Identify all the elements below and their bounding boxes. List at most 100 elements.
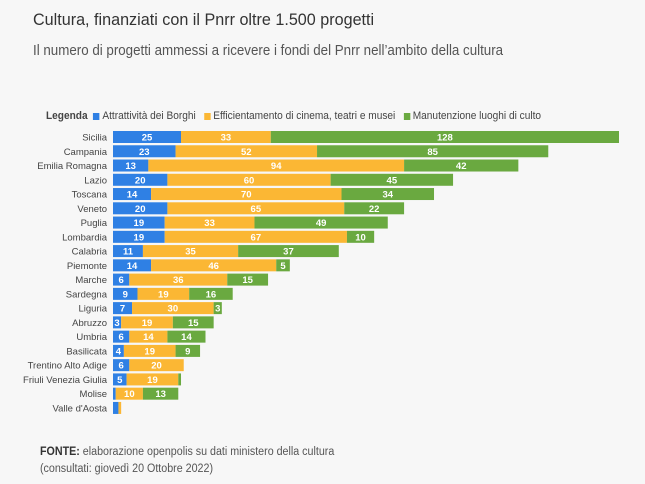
bar-emilia-romagna-series-1[interactable] xyxy=(148,159,405,172)
bar-liguria-series-2[interactable] xyxy=(213,302,222,315)
bar-marche-series-0[interactable] xyxy=(113,273,130,286)
bar-emilia-romagna-series-2[interactable] xyxy=(404,159,519,172)
data-label-toscana-series-2: 34 xyxy=(382,190,393,201)
data-label-toscana-series-1: 70 xyxy=(241,190,252,201)
bar-piemonte-series-1[interactable] xyxy=(151,259,277,272)
data-label-abruzzo-series-2: 15 xyxy=(188,318,199,329)
category-label-calabria: Calabria xyxy=(72,247,108,258)
bar-sardegna-series-2[interactable] xyxy=(189,287,233,300)
bar-basilicata-series-1[interactable] xyxy=(123,344,176,357)
category-label-toscana: Toscana xyxy=(72,190,108,201)
data-label-sardegna-series-1: 19 xyxy=(158,289,169,300)
bar-friuli-venezia-giulia-series-2[interactable] xyxy=(178,373,182,386)
bar-friuli-venezia-giulia-series-0[interactable] xyxy=(113,373,127,386)
data-label-abruzzo-series-0: 3 xyxy=(114,318,119,329)
bar-lazio-series-0[interactable] xyxy=(113,173,168,186)
data-label-piemonte-series-1: 46 xyxy=(208,261,219,272)
category-label-abruzzo: Abruzzo xyxy=(72,318,107,329)
data-label-liguria-series-1: 30 xyxy=(168,304,179,315)
legend: Legenda Attrattività dei Borghi Efficien… xyxy=(46,110,549,122)
legend-swatch-borghi xyxy=(93,112,100,120)
data-label-trentino-alto-adige-series-1: 20 xyxy=(151,361,162,372)
bar-abruzzo-series-2[interactable] xyxy=(172,316,214,329)
bar-sardegna-series-1[interactable] xyxy=(137,287,190,300)
category-label-umbria: Umbria xyxy=(76,332,107,343)
bar-calabria-series-2[interactable] xyxy=(238,245,339,258)
bar-liguria-series-0[interactable] xyxy=(113,302,133,315)
bar-sardegna-series-0[interactable] xyxy=(113,287,138,300)
category-label-trentino-alto-adige: Trentino Alto Adige xyxy=(28,361,107,372)
bar-lombardia-series-0[interactable] xyxy=(113,230,165,243)
data-label-friuli-venezia-giulia-series-1: 19 xyxy=(147,375,158,386)
bar-toscana-series-0[interactable] xyxy=(113,188,152,201)
bar-campania-series-0[interactable] xyxy=(113,145,176,158)
data-label-trentino-alto-adige-series-0: 6 xyxy=(119,361,124,372)
bar-piemonte-series-0[interactable] xyxy=(113,259,152,272)
data-label-lazio-series-2: 45 xyxy=(387,175,398,186)
data-label-piemonte-series-2: 5 xyxy=(280,261,286,272)
bar-lombardia-series-1[interactable] xyxy=(164,230,347,243)
category-label-puglia: Puglia xyxy=(81,218,108,229)
bar-sicilia-series-1[interactable] xyxy=(181,131,271,143)
bar-toscana-series-1[interactable] xyxy=(151,188,342,201)
bar-umbria-series-2[interactable] xyxy=(167,330,206,343)
legend-swatch-manutenzione xyxy=(403,112,410,120)
bar-umbria-series-0[interactable] xyxy=(113,330,130,343)
bar-campania-series-1[interactable] xyxy=(175,145,318,158)
data-label-abruzzo-series-1: 19 xyxy=(142,318,153,329)
bar-basilicata-series-2[interactable] xyxy=(175,344,201,357)
bar-umbria-series-1[interactable] xyxy=(129,330,168,343)
bar-friuli-venezia-giulia-series-1[interactable] xyxy=(126,373,179,386)
data-label-liguria-series-2: 3 xyxy=(215,304,220,315)
data-label-lombardia-series-0: 19 xyxy=(134,232,145,243)
bar-abruzzo-series-1[interactable] xyxy=(121,316,173,329)
bar-molise-series-2[interactable] xyxy=(142,387,179,400)
bar-basilicata-series-0[interactable] xyxy=(113,344,124,357)
bar-trentino-alto-adige-series-1[interactable] xyxy=(129,359,184,372)
bar-lazio-series-2[interactable] xyxy=(330,173,454,186)
bar-marche-series-2[interactable] xyxy=(227,273,269,286)
bar-piemonte-series-2[interactable] xyxy=(276,259,290,272)
bar-marche-series-1[interactable] xyxy=(129,273,228,286)
bar-lazio-series-1[interactable] xyxy=(167,173,331,186)
bar-veneto-series-2[interactable] xyxy=(344,202,405,215)
bar-puglia-series-1[interactable] xyxy=(164,216,255,229)
bar-veneto-series-1[interactable] xyxy=(167,202,345,215)
bar-trentino-alto-adige-series-0[interactable] xyxy=(113,359,130,372)
bar-molise-series-1[interactable] xyxy=(115,387,143,400)
bar-toscana-series-2[interactable] xyxy=(341,188,435,201)
bar-molise-series-0[interactable] xyxy=(113,387,116,400)
bar-abruzzo-series-0[interactable] xyxy=(113,316,122,329)
category-label-sardegna: Sardegna xyxy=(66,289,108,300)
bar-puglia-series-2[interactable] xyxy=(254,216,388,229)
data-label-umbria-series-2: 14 xyxy=(181,332,192,343)
category-label-emilia-romagna: Emilia Romagna xyxy=(37,161,107,172)
data-label-umbria-series-0: 6 xyxy=(119,332,124,343)
data-label-piemonte-series-0: 14 xyxy=(127,261,138,272)
data-label-sicilia-series-2: 128 xyxy=(437,133,453,144)
data-label-lazio-series-0: 20 xyxy=(135,175,146,186)
data-label-veneto-series-1: 65 xyxy=(251,204,262,215)
bar-emilia-romagna-series-0[interactable] xyxy=(113,159,149,172)
category-label-friuli-venezia-giulia: Friuli Venezia Giulia xyxy=(23,375,108,386)
data-label-puglia-series-1: 33 xyxy=(204,218,215,229)
legend-item-borghi[interactable]: Attrattività dei Borghi xyxy=(93,110,196,122)
bar-lombardia-series-2[interactable] xyxy=(346,230,375,243)
bar-valle-d-aosta-series-0[interactable] xyxy=(113,401,119,414)
bar-veneto-series-0[interactable] xyxy=(113,202,168,215)
bar-liguria-series-1[interactable] xyxy=(132,302,214,315)
bar-sicilia-series-2[interactable] xyxy=(270,131,619,143)
data-label-sicilia-series-1: 33 xyxy=(221,133,232,144)
bar-sicilia-series-0[interactable] xyxy=(113,131,182,143)
bar-campania-series-2[interactable] xyxy=(317,145,549,158)
bar-calabria-series-1[interactable] xyxy=(142,245,239,258)
data-label-lombardia-series-2: 10 xyxy=(355,232,366,243)
data-label-umbria-series-1: 14 xyxy=(143,332,154,343)
legend-item-manutenzione[interactable]: Manutenzione luoghi di culto xyxy=(403,110,541,122)
legend-item-efficientamento[interactable]: Efficientamento di cinema, teatri e muse… xyxy=(203,110,395,122)
source-label: FONTE: xyxy=(40,446,80,458)
bar-puglia-series-0[interactable] xyxy=(113,216,165,229)
bar-calabria-series-0[interactable] xyxy=(113,245,143,258)
bar-valle-d-aosta-series-1[interactable] xyxy=(118,401,122,414)
